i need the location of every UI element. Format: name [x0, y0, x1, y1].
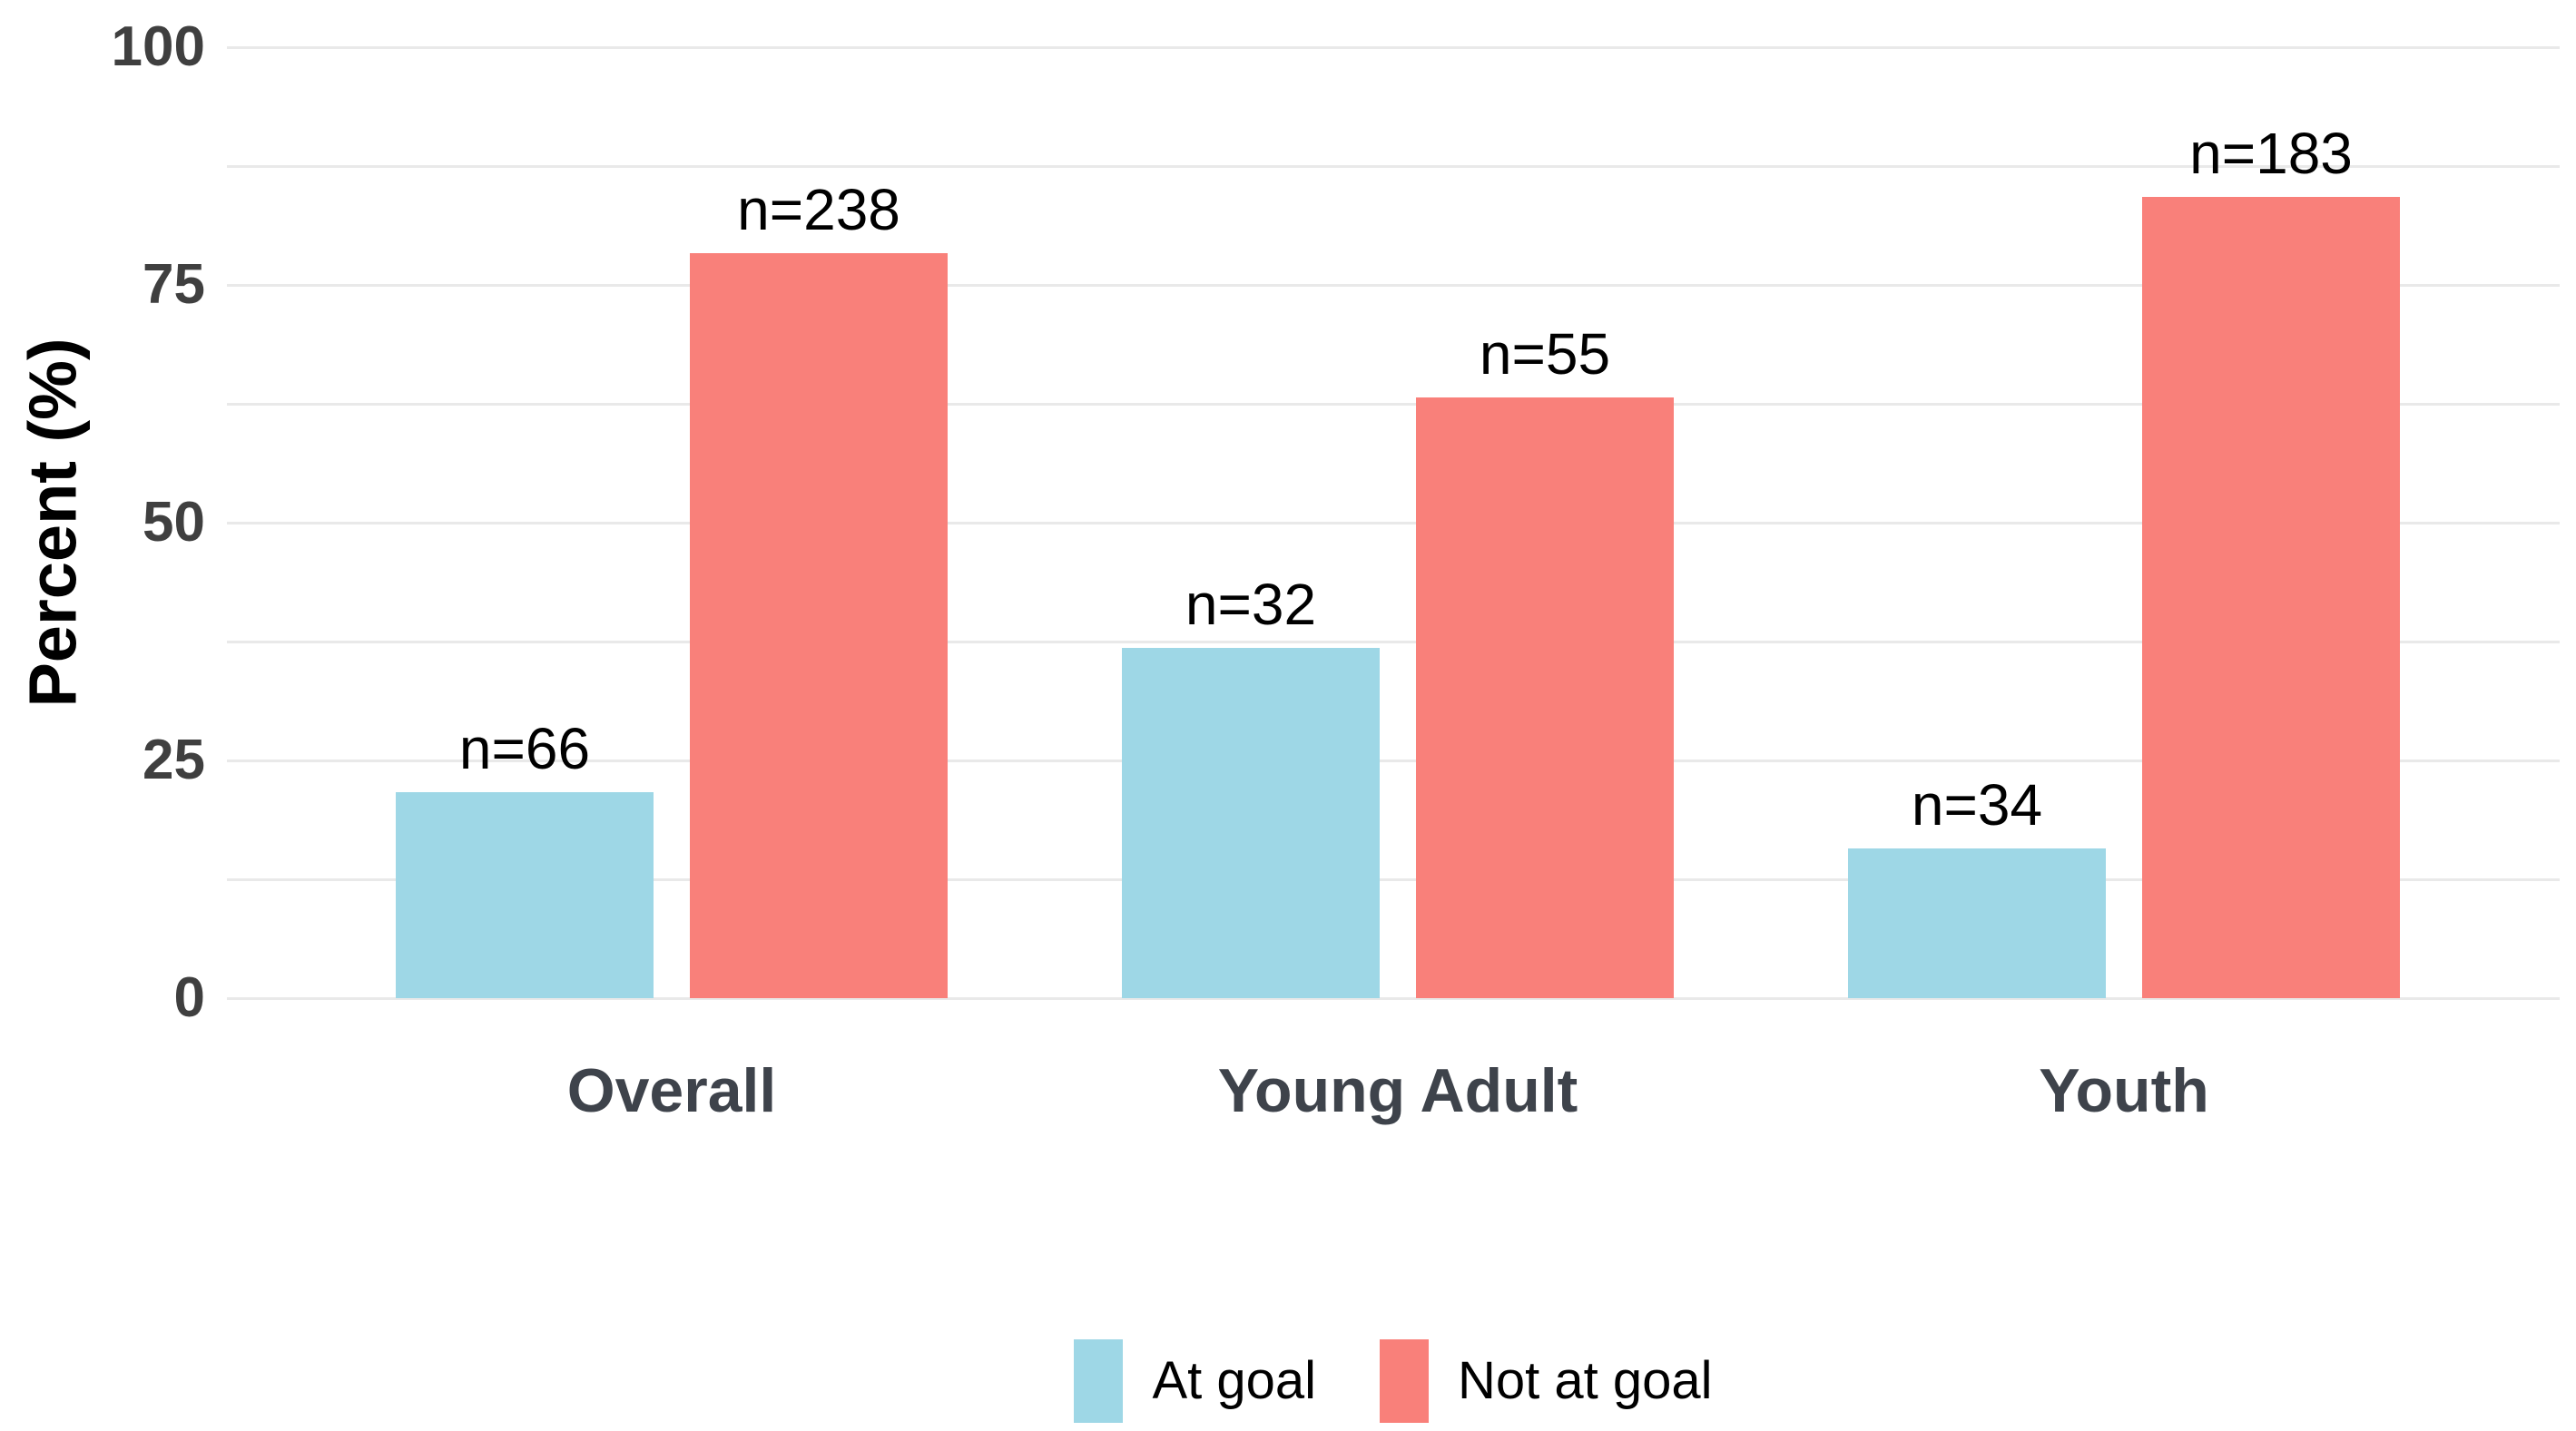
bar-label-overall-at-goal: n=66: [458, 715, 591, 781]
bar-label-youth-not-at-goal: n=183: [2189, 120, 2353, 186]
legend-item-at-goal: At goal: [1074, 1339, 1316, 1423]
gridline-62.5: [227, 403, 2560, 406]
x-tick-label-youth: Youth: [2039, 1056, 2209, 1125]
bar-at-goal-youth: [1848, 848, 2106, 998]
legend-item-not-at-goal: Not at goal: [1380, 1339, 1713, 1423]
legend-swatch-not-at-goal: [1380, 1339, 1430, 1423]
gridline-25: [227, 760, 2560, 762]
bar-at-goal-young-adult: [1122, 648, 1380, 998]
gridline-100: [227, 46, 2560, 49]
y-tick-label-50: 50: [143, 491, 205, 554]
plot-panel: n=66 n=238 n=32 n=55 n=34 n=183: [227, 46, 2560, 1000]
gridline-37.5: [227, 641, 2560, 643]
bar-label-youth-at-goal: n=34: [1911, 772, 2043, 838]
y-tick-label-75: 75: [143, 253, 205, 316]
bar-at-goal-overall: [396, 791, 654, 998]
y-tick-label-0: 0: [173, 966, 205, 1029]
gridline-75: [227, 284, 2560, 287]
y-tick-label-100: 100: [111, 15, 205, 78]
x-tick-label-young-adult: Young Adult: [1217, 1056, 1578, 1125]
bar-label-overall-not-at-goal: n=238: [737, 177, 900, 243]
x-tick-label-overall: Overall: [566, 1056, 777, 1125]
y-tick-label-25: 25: [143, 729, 205, 791]
legend-swatch-at-goal: [1074, 1339, 1124, 1423]
bar-not-at-goal-youth: [2142, 196, 2400, 998]
bar-label-young-adult-at-goal: n=32: [1185, 572, 1317, 638]
gridline-12.5: [227, 878, 2560, 881]
bar-not-at-goal-overall: [690, 253, 948, 998]
bar-label-young-adult-not-at-goal: n=55: [1479, 320, 1611, 387]
legend: At goal Not at goal: [227, 1339, 2560, 1423]
gridline-87.5: [227, 165, 2560, 168]
legend-label-not-at-goal: Not at goal: [1458, 1351, 1713, 1410]
gridline-0: [227, 997, 2560, 1000]
bar-not-at-goal-young-adult: [1416, 397, 1674, 998]
legend-label-at-goal: At goal: [1152, 1351, 1317, 1410]
gridline-50: [227, 522, 2560, 524]
